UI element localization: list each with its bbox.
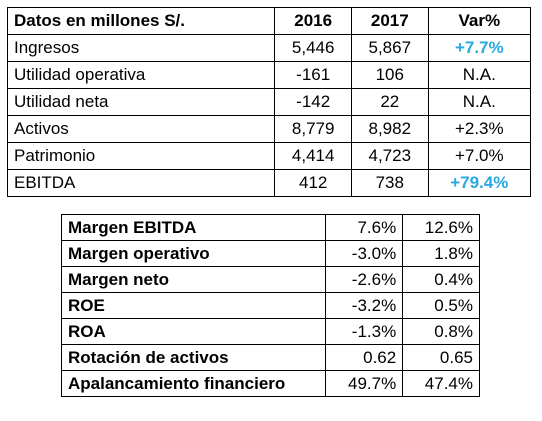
value-2017: 4,723 [350,142,429,170]
value-2016: 412 [274,169,352,197]
ratio-2017: 0.8% [402,318,480,345]
header-2017: 2017 [350,7,429,35]
value-2016: -161 [274,61,352,89]
table-row: Utilidad operativa -161 106 N.A. [6,61,532,89]
table-row: Margen neto -2.6% 0.4% [60,266,480,293]
ratio-2017: 0.65 [402,344,480,371]
ratio-label: ROA [60,318,327,345]
row-label: Utilidad neta [6,88,276,116]
ratio-label: ROE [60,292,327,319]
value-2017: 5,867 [350,34,429,62]
header-2016: 2016 [274,7,352,35]
ratio-2017: 1.8% [402,240,480,267]
table-row: Margen EBITDA 7.6% 12.6% [60,214,480,241]
value-2017: 8,982 [350,115,429,143]
table-row: Ingresos 5,446 5,867 +7.7% [6,34,532,62]
ratio-2017: 0.5% [402,292,480,319]
value-2016: 5,446 [274,34,352,62]
ratio-label: Margen EBITDA [60,214,327,241]
row-label: EBITDA [6,169,276,197]
ratio-label: Margen operativo [60,240,327,267]
ratio-label: Apalancamiento financiero [60,370,327,397]
table-row: EBITDA 412 738 +79.4% [6,169,532,197]
ratio-label: Margen neto [60,266,327,293]
financial-ratios-table: Margen EBITDA 7.6% 12.6% Margen operativ… [60,214,480,397]
value-var: +7.0% [427,142,532,170]
table-row: Utilidad neta -142 22 N.A. [6,88,532,116]
value-var: +7.7% [427,34,532,62]
ratio-2017: 12.6% [402,214,480,241]
header-label: Datos en millones S/. [6,7,276,35]
row-label: Patrimonio [6,142,276,170]
table-row: Apalancamiento financiero 49.7% 47.4% [60,370,480,397]
table-row: Activos 8,779 8,982 +2.3% [6,115,532,143]
ratio-2016: -2.6% [325,266,404,293]
value-2017: 22 [350,88,429,116]
value-2016: 4,414 [274,142,352,170]
value-2016: -142 [274,88,352,116]
ratio-2017: 47.4% [402,370,480,397]
ratio-2016: 7.6% [325,214,404,241]
value-var: +79.4% [427,169,532,197]
table-row: Patrimonio 4,414 4,723 +7.0% [6,142,532,170]
table-row: ROE -3.2% 0.5% [60,292,480,319]
value-2016: 8,779 [274,115,352,143]
value-2017: 106 [350,61,429,89]
ratio-2017: 0.4% [402,266,480,293]
ratio-2016: 49.7% [325,370,404,397]
value-var: N.A. [427,61,532,89]
value-var: N.A. [427,88,532,116]
table-header-row: Datos en millones S/. 2016 2017 Var% [6,7,532,35]
table-row: Rotación de activos 0.62 0.65 [60,344,480,371]
ratio-2016: -3.0% [325,240,404,267]
financial-data-table: Datos en millones S/. 2016 2017 Var% Ing… [6,7,532,197]
value-var: +2.3% [427,115,532,143]
row-label: Activos [6,115,276,143]
table-row: ROA -1.3% 0.8% [60,318,480,345]
ratio-2016: -1.3% [325,318,404,345]
value-2017: 738 [350,169,429,197]
ratio-2016: -3.2% [325,292,404,319]
header-var: Var% [427,7,532,35]
row-label: Ingresos [6,34,276,62]
row-label: Utilidad operativa [6,61,276,89]
ratio-label: Rotación de activos [60,344,327,371]
table-row: Margen operativo -3.0% 1.8% [60,240,480,267]
ratio-2016: 0.62 [325,344,404,371]
